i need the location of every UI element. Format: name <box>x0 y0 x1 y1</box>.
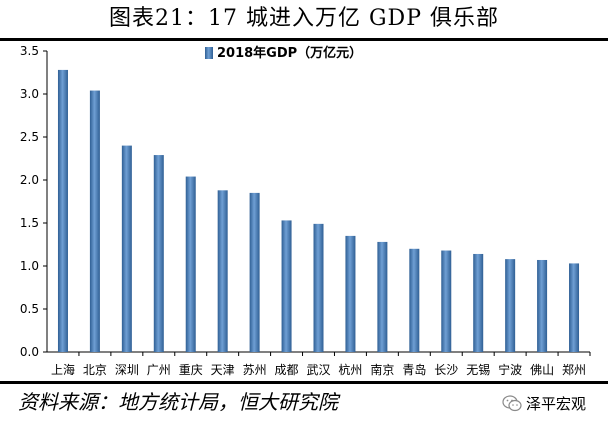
x-tick-label: 杭州 <box>338 362 362 377</box>
x-tick-label: 苏州 <box>243 363 267 377</box>
bar-7 <box>249 192 260 352</box>
bar-chart: 2018年GDP（万亿元） 0.0 0.5 1.0 1.5 2.0 2.5 3.0 3.5 上… <box>20 44 591 377</box>
x-tick-label: 北京 <box>83 363 107 377</box>
x-tick-label: 宁波 <box>498 362 522 377</box>
bar-11 <box>377 241 388 352</box>
source-note: 资料来源：地方统计局，恒大研究院 <box>18 390 338 414</box>
y-tick-label: 0.5 <box>20 302 39 316</box>
bar-16 <box>537 259 548 352</box>
x-tick-label: 郑州 <box>562 362 586 377</box>
y-tick-label: 3.0 <box>20 87 39 101</box>
x-tick-label: 武汉 <box>306 363 330 377</box>
x-tick-label: 长沙 <box>434 363 458 377</box>
bar-17 <box>569 263 580 352</box>
y-tick-label: 2.0 <box>20 173 39 187</box>
watermark-text: 泽平宏观 <box>525 394 586 413</box>
x-tick-label: 成都 <box>275 363 299 377</box>
legend-label: 2018年GDP（万亿元） <box>217 45 362 61</box>
bar-9 <box>313 223 324 352</box>
x-tick-label: 重庆 <box>179 363 203 377</box>
x-tick-label: 无锡 <box>466 362 490 377</box>
x-tick-label: 天津 <box>211 363 235 377</box>
y-tick-label: 1.0 <box>20 259 39 273</box>
bar-2 <box>89 90 100 352</box>
bottom-rule <box>0 381 608 384</box>
x-tick-label: 深圳 <box>115 363 139 377</box>
legend-swatch <box>205 47 213 59</box>
x-tick-label: 上海 <box>51 362 75 377</box>
bar-3 <box>121 145 132 352</box>
x-tick-label: 广州 <box>147 363 171 377</box>
y-tick-label: 2.5 <box>20 130 39 144</box>
x-tick-label: 青岛 <box>402 362 426 377</box>
bar-12 <box>409 248 420 352</box>
bar-8 <box>281 220 292 352</box>
bar-5 <box>185 176 196 352</box>
bar-1 <box>57 69 68 353</box>
y-tick-label: 1.5 <box>20 216 39 230</box>
y-tick-label: 0.0 <box>20 345 39 359</box>
top-rule <box>0 38 608 41</box>
x-tick-label: 南京 <box>370 362 394 377</box>
x-tick-label: 佛山 <box>530 363 554 377</box>
chart-legend: 2018年GDP（万亿元） <box>205 45 362 61</box>
bar-15 <box>505 259 516 352</box>
watermark: 泽平宏观 <box>502 392 586 414</box>
bar-14 <box>473 253 484 352</box>
y-tick-label: 3.5 <box>20 44 39 58</box>
bar-4 <box>153 155 164 352</box>
bar-6 <box>217 190 228 352</box>
figure-title: 图表21：17 城进入万亿 GDP 俱乐部 <box>109 6 499 31</box>
wechat-logo-icon <box>502 394 522 411</box>
bar-10 <box>345 235 356 352</box>
bar-13 <box>441 250 452 352</box>
